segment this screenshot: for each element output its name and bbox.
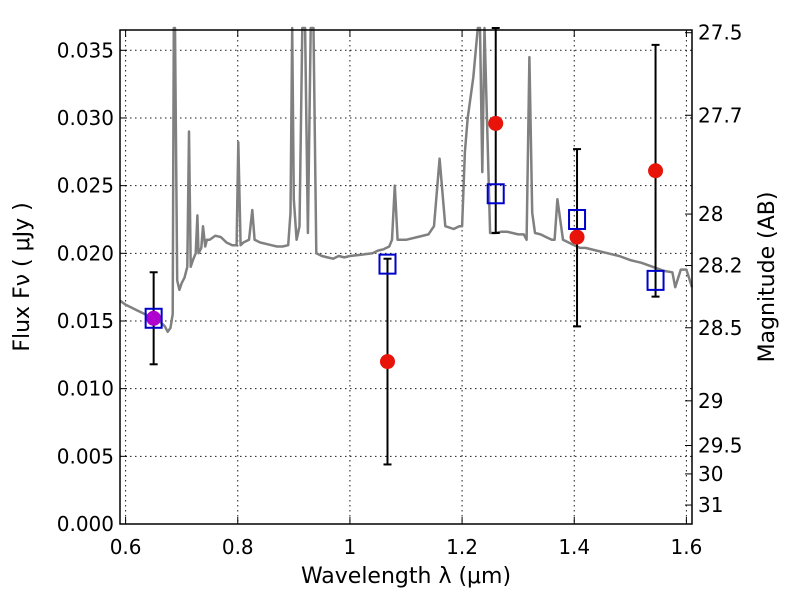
y-tick-label: 0.030 xyxy=(57,106,114,130)
spectrum-line xyxy=(119,26,694,334)
grid xyxy=(120,30,692,524)
model-bandpass-points xyxy=(144,183,665,329)
y2-tick-label: 28 xyxy=(698,202,723,226)
x-tick-label: 1.6 xyxy=(670,535,702,559)
y2-tick-label: 28.5 xyxy=(698,316,743,340)
model-bandpass-point xyxy=(378,253,397,275)
y-axis-label: Flux Fν ( μJy ) xyxy=(10,202,35,351)
y2-tick-label: 27.7 xyxy=(698,103,743,127)
model-spectrum xyxy=(119,26,694,334)
x-tick-label: 1 xyxy=(344,535,357,559)
x-tick-labels: 0.6 0.8 1 1.2 1.4 1.6 xyxy=(110,535,703,559)
observed-point xyxy=(569,229,585,245)
y2-tick-labels: 27.5 27.7 28 28.2 28.5 29 29.5 30 31 xyxy=(698,21,743,517)
y2-tick-label: 30 xyxy=(698,462,723,486)
model-bandpass-point xyxy=(646,269,665,291)
y2-tick-label: 31 xyxy=(698,493,723,517)
x-tick-label: 0.6 xyxy=(110,535,142,559)
error-bars xyxy=(149,27,660,466)
ticks xyxy=(120,30,692,525)
y-tick-label: 0.005 xyxy=(57,444,114,468)
y-tick-label: 0.015 xyxy=(57,309,114,333)
y2-tick-label: 27.5 xyxy=(698,21,743,45)
x-tick-label: 1.2 xyxy=(446,535,478,559)
x-axis-label: Wavelength λ (μm) xyxy=(301,564,511,589)
y-tick-label: 0.010 xyxy=(57,377,114,401)
plot-frame xyxy=(119,29,693,525)
x-tick-label: 0.8 xyxy=(222,535,254,559)
y-tick-label: 0.025 xyxy=(57,174,114,198)
y2-axis-label: Magnitude (AB) xyxy=(755,192,780,363)
y-tick-labels: 0.000 0.005 0.010 0.015 0.020 0.025 0.030 0.035 xyxy=(57,38,114,536)
observed-point xyxy=(379,354,395,370)
y2-tick-label: 29 xyxy=(698,389,723,413)
model-bandpass-point xyxy=(568,208,587,230)
observed-point xyxy=(146,310,162,326)
model-bandpass-point xyxy=(144,307,163,329)
y-tick-label: 0.000 xyxy=(57,512,114,536)
y2-tick-label: 29.5 xyxy=(698,434,743,458)
y-tick-label: 0.020 xyxy=(57,241,114,265)
y2-tick-label: 28.2 xyxy=(698,253,743,277)
x-tick-label: 1.4 xyxy=(558,535,590,559)
y-tick-label: 0.035 xyxy=(57,38,114,62)
observed-points xyxy=(146,115,664,370)
observed-point xyxy=(648,163,664,179)
observed-point xyxy=(488,115,504,131)
model-bandpass-point xyxy=(486,183,505,205)
